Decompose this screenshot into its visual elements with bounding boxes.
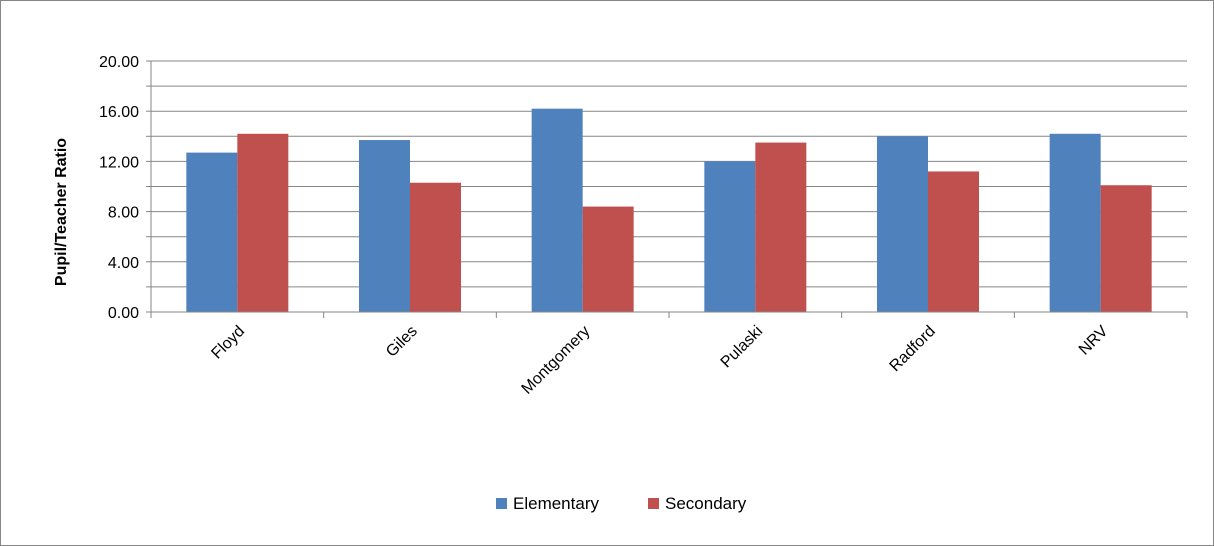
bar-elementary-montgomery <box>531 108 583 312</box>
legend-swatch-secondary <box>648 498 659 509</box>
x-tick-labels: Floyd Giles Montgomery Pulaski Radford NRV <box>208 323 1111 398</box>
bar-secondary-giles <box>410 182 461 312</box>
x-tick-label: Pulaski <box>718 323 766 371</box>
bars <box>186 108 1152 312</box>
x-tick-label: Giles <box>383 323 421 361</box>
bar-secondary-floyd <box>237 133 289 312</box>
y-tick-label: 16.00 <box>99 104 139 121</box>
axes <box>146 60 1188 318</box>
legend-label-secondary: Secondary <box>665 494 747 513</box>
bar-elementary-floyd <box>186 152 238 312</box>
bar-secondary-nrv <box>1100 185 1152 312</box>
y-tick-label: 0.00 <box>108 305 139 322</box>
legend-swatch-elementary <box>496 498 507 509</box>
x-tick-label: Montgomery <box>519 323 594 398</box>
y-tick-label: 20.00 <box>99 54 139 71</box>
bar-secondary-radford <box>928 171 979 312</box>
bar-secondary-montgomery <box>582 206 634 312</box>
y-tick-label: 12.00 <box>99 154 139 171</box>
y-tick-labels: 0.00 4.00 8.00 12.00 16.00 20.00 <box>99 54 139 322</box>
x-tick-label: Floyd <box>208 323 248 363</box>
y-tick-label: 8.00 <box>108 205 139 222</box>
legend-label-elementary: Elementary <box>513 494 599 513</box>
bar-elementary-nrv <box>1049 133 1101 312</box>
bar-elementary-radford <box>877 136 928 312</box>
bar-secondary-pulaski <box>755 142 807 312</box>
x-tick-label: Radford <box>887 323 939 375</box>
bar-elementary-pulaski <box>704 161 756 312</box>
legend: Elementary Secondary <box>496 494 747 513</box>
bar-elementary-giles <box>359 140 410 312</box>
gridlines <box>151 60 1187 288</box>
y-tick-label: 4.00 <box>108 255 139 272</box>
y-axis-title: Pupil/Teacher Ratio <box>53 138 70 286</box>
x-tick-label: NRV <box>1076 323 1112 359</box>
